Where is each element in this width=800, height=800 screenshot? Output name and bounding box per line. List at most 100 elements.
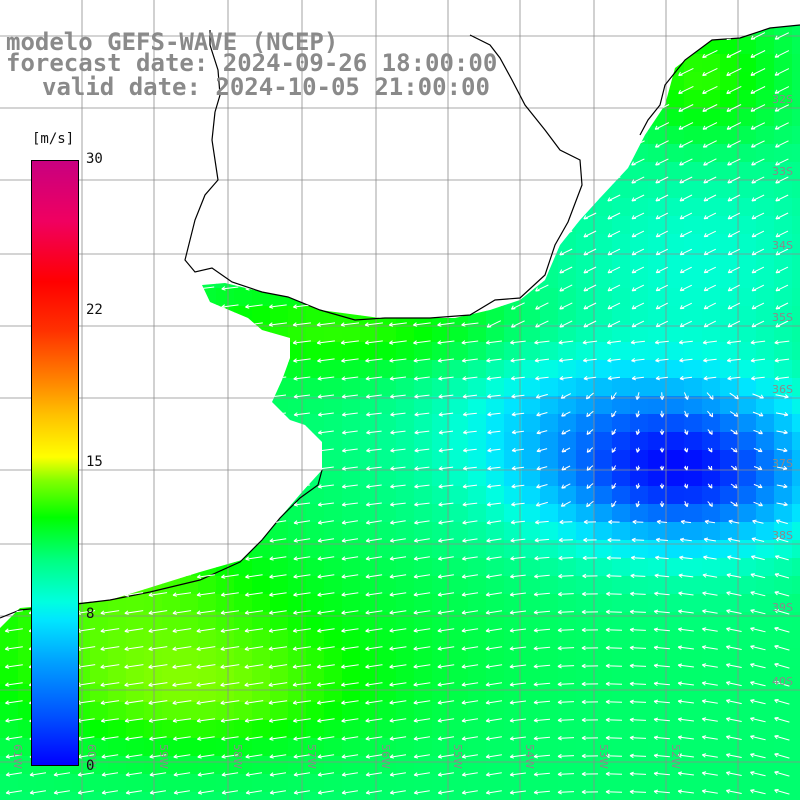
wind-cell <box>288 108 307 127</box>
wind-cell <box>450 792 469 800</box>
wind-cell <box>522 738 541 757</box>
wind-cell <box>594 450 613 469</box>
wind-arrow <box>683 392 689 400</box>
wind-arrow <box>413 628 431 633</box>
wind-cell <box>414 234 433 253</box>
wind-cell <box>540 90 559 109</box>
wind-cell <box>648 396 667 415</box>
wind-cell <box>18 774 37 793</box>
wind-cell <box>0 252 19 271</box>
wind-arrow <box>653 609 670 615</box>
wind-cell <box>594 288 613 307</box>
lat-label: 39S <box>772 601 793 614</box>
wind-arrow <box>683 447 689 453</box>
wind-arrow <box>5 448 22 453</box>
lon-label: 54W <box>523 744 536 769</box>
wind-arrow <box>414 502 430 507</box>
wind-cell <box>612 720 631 739</box>
wind-cell <box>342 558 361 577</box>
wind-arrow <box>172 682 192 687</box>
wind-arrow <box>437 214 454 219</box>
wind-arrow <box>437 340 455 345</box>
wind-cell <box>666 306 685 325</box>
wind-cell <box>720 342 739 361</box>
wind-cell <box>756 54 775 73</box>
wind-arrow <box>101 232 118 237</box>
wind-cell <box>270 198 289 217</box>
wind-cell <box>414 126 433 145</box>
wind-cell <box>486 630 505 649</box>
wind-cell <box>648 288 667 307</box>
wind-cell <box>792 306 800 325</box>
wind-arrow <box>437 718 455 723</box>
wind-cell <box>630 486 649 505</box>
wind-cell <box>594 522 613 541</box>
valid-date: valid date: 2024-10-05 21:00:00 <box>42 73 490 101</box>
wind-cell <box>396 288 415 307</box>
wind-cell <box>144 198 163 217</box>
wind-arrow <box>557 771 575 777</box>
wind-cell <box>216 324 235 343</box>
wind-arrow <box>366 412 382 417</box>
wind-cell <box>180 396 199 415</box>
wind-arrow <box>389 772 406 777</box>
wind-cell <box>558 720 577 739</box>
wind-arrow <box>124 628 144 633</box>
wind-cell <box>522 792 541 800</box>
wind-cell <box>432 720 451 739</box>
wind-arrow <box>461 646 479 651</box>
wind-arrow <box>340 664 359 669</box>
wind-cell <box>792 612 800 631</box>
wind-arrow <box>413 754 430 759</box>
wind-arrow <box>365 196 382 201</box>
wind-cell <box>378 468 397 487</box>
wind-arrow <box>149 340 167 345</box>
wind-arrow <box>365 610 383 615</box>
wind-arrow <box>389 574 407 579</box>
wind-cell <box>306 756 325 775</box>
wind-cell <box>396 594 415 613</box>
wind-cell <box>144 144 163 163</box>
wind-arrow <box>677 717 694 722</box>
wind-cell <box>666 774 685 793</box>
wind-cell <box>666 522 685 541</box>
wind-arrow <box>678 85 694 95</box>
wind-arrow <box>173 538 191 543</box>
wind-cell <box>558 486 577 505</box>
wind-cell <box>738 144 757 163</box>
wind-arrow <box>510 320 525 328</box>
wind-cell <box>414 792 433 800</box>
wind-arrow <box>774 50 790 58</box>
wind-cell <box>90 378 109 397</box>
wind-arrow <box>125 286 143 291</box>
wind-cell <box>666 612 685 631</box>
wind-arrow <box>486 520 502 525</box>
wind-cell <box>774 450 793 469</box>
wind-arrow <box>269 484 286 489</box>
wind-cell <box>738 612 757 631</box>
wind-cell <box>414 180 433 199</box>
wind-arrow <box>702 140 717 148</box>
wind-cell <box>270 414 289 433</box>
wind-arrow <box>244 610 263 615</box>
wind-cell <box>702 126 721 145</box>
wind-arrow <box>729 411 739 417</box>
wind-arrow <box>586 429 594 435</box>
wind-cell <box>756 25 775 37</box>
wind-cell <box>360 540 379 559</box>
wind-cell <box>360 522 379 541</box>
wind-cell <box>162 504 181 523</box>
wind-arrow <box>558 68 573 76</box>
wind-arrow <box>341 412 358 417</box>
wind-cell <box>126 108 145 127</box>
wind-arrow <box>561 465 571 471</box>
wind-arrow <box>726 340 742 345</box>
wind-arrow <box>101 304 119 309</box>
wind-cell <box>468 522 487 541</box>
wind-cell <box>252 414 271 433</box>
wind-cell <box>774 360 793 379</box>
wind-arrow <box>5 718 23 723</box>
wind-arrow <box>753 465 763 470</box>
wind-arrow <box>5 376 22 381</box>
wind-cell <box>594 0 613 19</box>
